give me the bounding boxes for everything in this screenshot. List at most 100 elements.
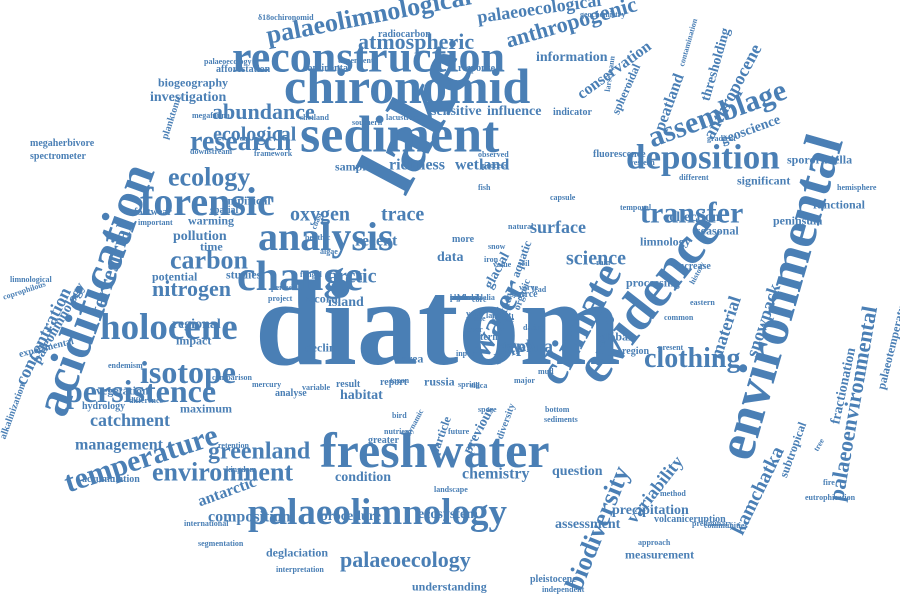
cloud-word: spore — [478, 404, 497, 414]
cloud-word: mud — [538, 366, 554, 376]
cloud-word: forensic — [140, 178, 275, 224]
cloud-word: trace — [381, 203, 425, 226]
cloud-word: area — [401, 351, 424, 366]
cloud-word: retention — [218, 440, 249, 450]
cloud-word: measurement — [625, 547, 695, 562]
cloud-word: site — [474, 313, 486, 323]
cloud-word: influence — [487, 104, 542, 120]
cloud-word: hydrology — [82, 401, 126, 413]
cloud-word: boreal — [492, 312, 514, 322]
cloud-word: increase — [676, 261, 711, 273]
cloud-word: greater — [368, 435, 399, 447]
cloud-word: period — [271, 282, 294, 292]
cloud-word: change — [237, 254, 363, 301]
cloud-word: global — [600, 329, 632, 344]
cloud-word: island — [328, 295, 364, 311]
cloud-word: hemisphere — [837, 182, 877, 192]
cloud-word: time — [200, 239, 223, 254]
cloud-word: carbon — [170, 245, 248, 275]
cloud-word: mercury — [252, 379, 282, 389]
cloud-word: tephra — [502, 335, 553, 356]
cloud-word: major — [514, 375, 535, 385]
cloud-word: method — [660, 488, 686, 498]
cloud-word: different — [679, 172, 709, 182]
cloud-word: independent — [542, 584, 585, 594]
cloud-word: volcaniceruption — [654, 514, 726, 526]
cloud-word: communities — [704, 520, 748, 530]
cloud-word: analysis — [258, 213, 394, 259]
cloud-word: preliminary — [692, 518, 733, 528]
cloud-word: chironomid — [284, 58, 531, 114]
cloud-word: indicator — [553, 107, 592, 119]
cloud-word: landscape — [434, 484, 468, 494]
cloud-word: endemism — [108, 360, 143, 370]
cloud-word: capsule — [550, 192, 576, 202]
cloud-word: impact — [176, 333, 212, 348]
cloud-word: sahara — [450, 292, 474, 302]
cloud-word: eastern — [690, 297, 715, 307]
cloud-word: palaeoecology — [204, 56, 252, 66]
cloud-word: freshwater — [320, 422, 550, 478]
cloud-word: input — [456, 348, 475, 358]
cloud-word: science — [566, 247, 626, 270]
cloud-word: significant — [737, 173, 791, 188]
cloud-word: silica — [470, 380, 488, 390]
cloud-word: process — [482, 160, 508, 170]
cloud-word: sediments — [544, 414, 578, 424]
cloud-word: processing — [626, 275, 680, 290]
cloud-word: chemistry — [462, 465, 530, 483]
cloud-word: difference — [129, 395, 164, 405]
cloud-word: deglaciation — [266, 545, 328, 560]
cloud-word: nitrogen — [152, 275, 232, 301]
cloud-word: warming — [188, 213, 234, 228]
cloud-word: battarbee — [450, 292, 483, 302]
cloud-word: core — [472, 294, 487, 304]
cloud-word: kingdom — [226, 464, 257, 474]
cloud-word: dependent — [338, 55, 374, 65]
cloud-word: assessment — [555, 517, 621, 533]
cloud-word: fungal — [300, 269, 322, 279]
cloud-word: condition — [335, 470, 392, 486]
cloud-word: limnological — [10, 274, 52, 284]
cloud-word: persistence — [65, 373, 217, 410]
cloud-word: potential — [152, 269, 198, 284]
cloud-word: more — [452, 234, 475, 246]
cloud-word: russia — [424, 374, 455, 389]
cloud-word: future — [448, 426, 470, 436]
cloud-word: tree — [811, 436, 827, 453]
cloud-word: ice — [505, 314, 515, 324]
cloud-word: greenland — [208, 438, 311, 465]
cloud-word: bird — [392, 410, 407, 420]
cloud-word: holocene — [100, 307, 238, 349]
cloud-word: transfer — [640, 196, 744, 230]
cloud-word: approach — [638, 537, 671, 547]
cloud-word: important — [138, 217, 173, 227]
cloud-word: analyse — [275, 388, 307, 400]
cloud-word: project — [268, 293, 293, 303]
cloud-word: value — [493, 259, 512, 269]
cloud-word: arctic — [328, 265, 377, 288]
cloud-word: reconstruction — [232, 32, 505, 82]
cloud-word: spatial — [210, 205, 239, 217]
cloud-word: zinc — [500, 340, 514, 350]
cloud-word: functional — [813, 197, 866, 212]
cloud-word: atmospheric — [358, 28, 475, 54]
cloud-word: lead — [532, 284, 547, 294]
cloud-word: procedure — [320, 509, 381, 525]
cloud-word: vegetation — [96, 383, 149, 398]
cloud-word: spectrometer — [30, 151, 86, 163]
cloud-word: year — [466, 308, 482, 318]
cloud-word: interpretation — [276, 564, 324, 574]
cloud-word: soil — [518, 258, 530, 268]
cloud-word: spring — [458, 379, 480, 389]
cloud-word: natural — [508, 221, 534, 231]
cloud-word: subfossil — [450, 292, 480, 302]
cloud-word: pleistocene — [530, 574, 577, 586]
cloud-word: shetland — [300, 112, 329, 122]
cloud-word: maximum — [180, 401, 232, 416]
cloud-word: algal — [450, 292, 467, 302]
cloud-word: peat — [450, 292, 465, 302]
cloud-word: palaeoecology — [340, 546, 471, 572]
cloud-word: sensitive — [431, 104, 482, 120]
